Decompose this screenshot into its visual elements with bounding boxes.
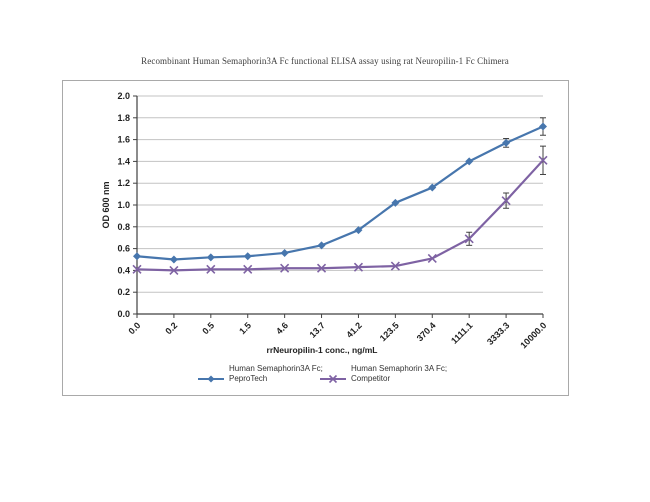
marker-x [328,374,338,384]
x-tick-label: 10000.0 [518,320,548,350]
marker-diamond [133,252,141,261]
marker-diamond [206,253,215,262]
marker-x [390,261,400,271]
marker-x [206,264,216,274]
marker-x [243,264,253,274]
x-tick-label: 3333.3 [485,320,512,347]
x-tick-label: 0.2 [163,320,179,336]
legend-label-line2: Competitor [351,374,391,383]
x-tick-label: 1111.1 [449,320,474,345]
marker-x [353,262,364,272]
marker-diamond [354,226,363,235]
marker-x [280,263,290,273]
y-tick-label: 0.2 [117,287,130,297]
marker-diamond [502,138,511,147]
marker-x [464,234,474,244]
y-tick-label: 0.4 [117,265,130,275]
legend-marker-peprotech-icon [198,375,224,383]
x-tick-label: 13.7 [307,320,326,339]
marker-diamond [280,248,289,257]
marker-diamond [317,241,326,250]
x-tick-label: 1.5 [237,320,253,336]
marker-diamond [391,198,400,207]
chart-frame [62,80,569,396]
legend-label-line1: Human Semaphorin 3A Fc; [351,364,448,373]
marker-diamond [539,122,547,131]
marker-x [169,265,179,275]
chart-title: Recombinant Human Semaphorin3A Fc functi… [141,56,509,66]
x-axis-title: rrNeuropilin-1 conc., ng/mL [266,345,378,355]
legend-entry-peprotech: Human Semaphorin3A Fc; PeproTech [198,364,323,384]
legend-label-line2: PeproTech [229,374,268,383]
marker-x [427,253,437,263]
marker-x [501,196,511,206]
marker-x [538,155,548,165]
legend-marker-competitor-icon [320,374,346,384]
y-tick-label: 1.8 [117,113,130,123]
marker-x [132,264,142,274]
y-tick-label: 0.8 [117,222,130,232]
series-line-1 [136,159,544,272]
y-tick-label: 0.0 [117,309,130,319]
y-tick-label: 1.0 [117,200,130,210]
marker-diamond [428,183,437,192]
x-tick-label: 4.6 [274,320,290,336]
y-tick-label: 2.0 [117,91,130,101]
series-line-0 [136,125,544,261]
x-tick-label: 41.2 [344,320,363,339]
legend-entry-competitor: Human Semaphorin 3A Fc; Competitor [320,364,447,384]
y-tick-label: 1.4 [117,156,130,166]
marker-diamond [465,157,474,166]
y-axis-title: OD 600 nm [101,181,111,229]
marker-diamond [207,375,215,383]
x-tick-label: 0.0 [126,320,142,336]
legend-label-line1: Human Semaphorin3A Fc; [229,364,323,373]
x-tick-label: 123.5 [378,320,401,343]
marker-diamond [243,252,252,261]
marker-diamond [169,255,178,264]
y-tick-label: 0.6 [117,244,130,254]
y-tick-label: 1.6 [117,135,130,145]
marker-x [316,263,327,273]
x-tick-label: 370.4 [415,320,438,343]
y-tick-label: 1.2 [117,178,130,188]
x-tick-label: 0.5 [200,320,216,336]
